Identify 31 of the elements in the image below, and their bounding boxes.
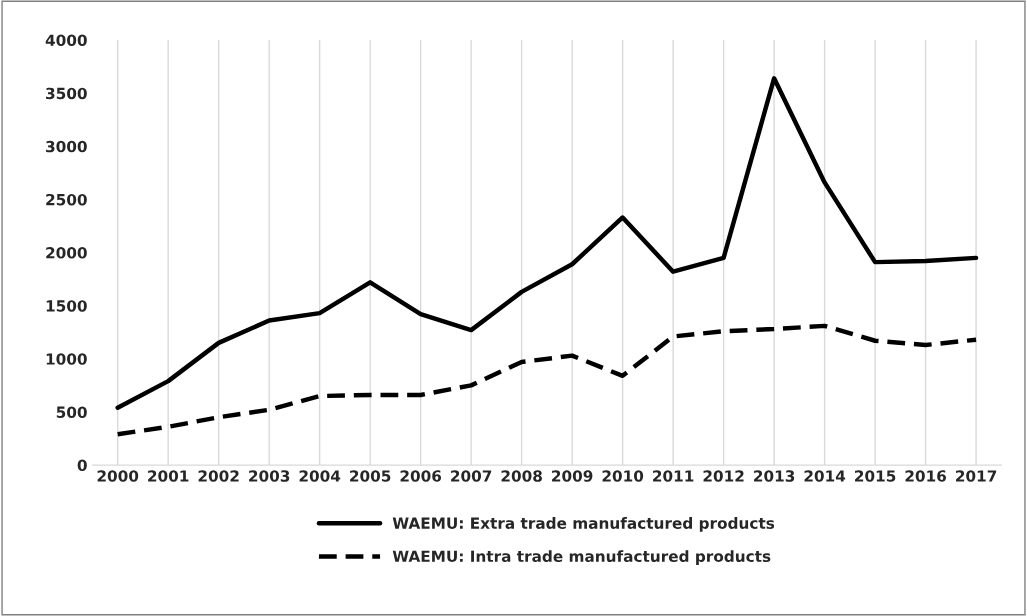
x-tick-label: 2006 bbox=[400, 470, 442, 482]
y-tick-label: 3500 bbox=[46, 87, 87, 100]
x-tick-label: 2009 bbox=[552, 470, 593, 482]
y-tick-label: 2500 bbox=[46, 193, 87, 206]
y-tick-label: 500 bbox=[56, 406, 87, 418]
x-tick-label: 2016 bbox=[905, 470, 947, 482]
x-tick-label: 2014 bbox=[804, 470, 846, 482]
x-tick-label: 2001 bbox=[148, 470, 189, 482]
legend-label: WAEMU: Extra trade manufactured products bbox=[392, 517, 775, 532]
x-tick-label: 2011 bbox=[653, 470, 694, 482]
legend-label: WAEMU: Intra trade manufactured products bbox=[392, 550, 771, 565]
x-tick-label: 2013 bbox=[754, 470, 795, 482]
y-tick-label: 3000 bbox=[46, 140, 87, 153]
x-tick-label: 2002 bbox=[198, 470, 239, 482]
y-tick-label: 1000 bbox=[46, 353, 87, 365]
x-tick-label: 2004 bbox=[299, 470, 341, 482]
x-tick-label: 2012 bbox=[703, 470, 744, 482]
x-tick-label: 2000 bbox=[97, 470, 139, 482]
x-tick-label: 2010 bbox=[602, 470, 644, 482]
x-tick-label: 2017 bbox=[956, 470, 997, 482]
x-tick-label: 2008 bbox=[501, 470, 542, 482]
y-tick-label: 4000 bbox=[45, 34, 87, 47]
y-tick-label: 1500 bbox=[46, 300, 87, 312]
x-tick-label: 2003 bbox=[249, 470, 290, 482]
line-series bbox=[115, 76, 979, 410]
x-tick-label: 2005 bbox=[350, 470, 391, 482]
y-tick-label: 2000 bbox=[46, 247, 87, 259]
line-series bbox=[115, 323, 979, 437]
x-tick-label: 2015 bbox=[855, 470, 896, 482]
x-tick-label: 2007 bbox=[451, 470, 492, 482]
y-tick-label: 0 bbox=[77, 459, 87, 472]
